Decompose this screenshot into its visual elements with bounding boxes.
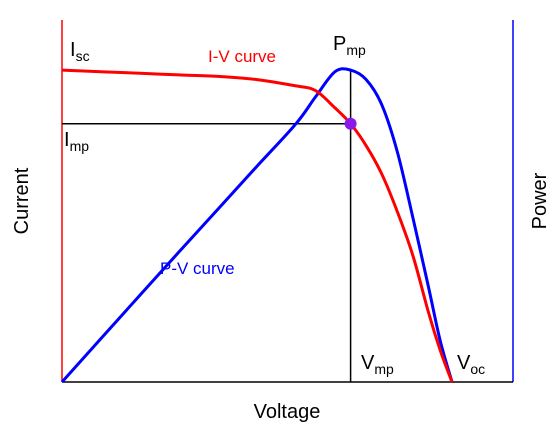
vmp-label: Vmp	[361, 352, 394, 377]
pmp-label: Pmp	[333, 33, 366, 58]
x-axis-title: Voltage	[254, 401, 321, 423]
iv-curve-label: I-V curve	[208, 47, 276, 66]
iv-curve-line	[61, 68, 454, 383]
isc-label: Isc	[70, 39, 90, 64]
y-axis-title-left: Current	[11, 167, 33, 234]
voc-label: Voc	[457, 352, 485, 377]
imp-label: Imp	[64, 129, 89, 154]
maximum-power-point-marker	[344, 117, 357, 130]
pv-curve-label: P-V curve	[160, 259, 235, 278]
y-axis-title-right: Power	[529, 172, 551, 229]
pv-curve-line	[60, 67, 454, 384]
